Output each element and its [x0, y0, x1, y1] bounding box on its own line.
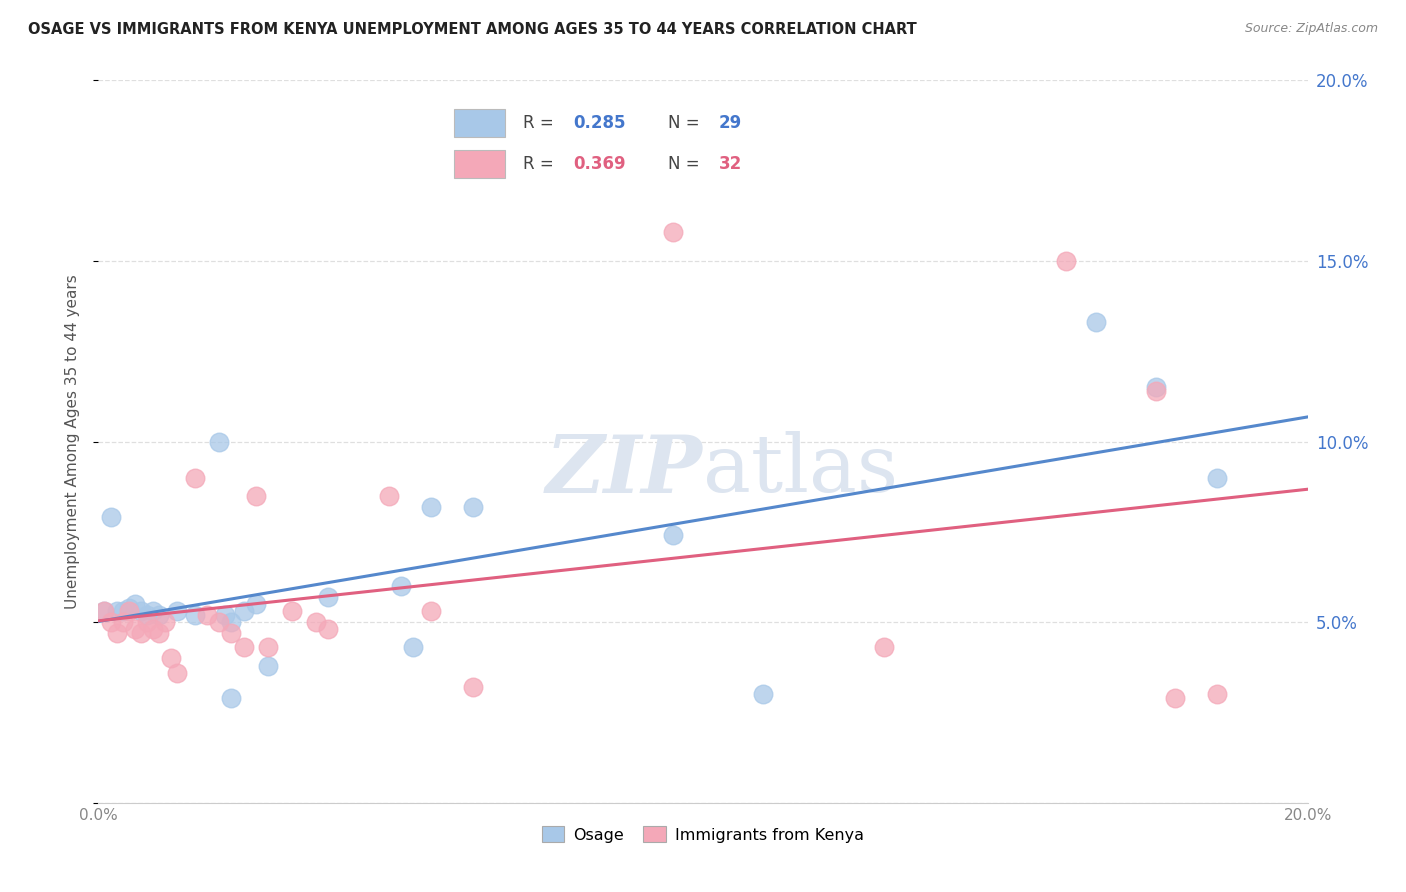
Point	[111, 615, 134, 630]
Point	[124, 597, 146, 611]
Point	[463, 680, 485, 694]
Point	[129, 604, 152, 618]
Point	[195, 607, 218, 622]
Point	[208, 615, 231, 630]
Point	[118, 604, 141, 618]
Text: Source: ZipAtlas.com: Source: ZipAtlas.com	[1244, 22, 1378, 36]
Text: OSAGE VS IMMIGRANTS FROM KENYA UNEMPLOYMENT AMONG AGES 35 TO 44 YEARS CORRELATIO: OSAGE VS IMMIGRANTS FROM KENYA UNEMPLOYM…	[28, 22, 917, 37]
Point	[245, 597, 267, 611]
Legend: Osage, Immigrants from Kenya: Osage, Immigrants from Kenya	[536, 820, 870, 849]
Point	[420, 500, 443, 514]
Point	[148, 607, 170, 622]
Point	[221, 615, 243, 630]
Point	[184, 471, 207, 485]
Point	[142, 604, 165, 618]
Point	[1054, 254, 1077, 268]
Point	[124, 623, 146, 637]
Point	[389, 579, 412, 593]
Point	[1144, 384, 1167, 398]
Point	[100, 615, 122, 630]
Point	[661, 528, 683, 542]
Point	[221, 691, 243, 706]
Point	[1206, 471, 1229, 485]
Point	[316, 623, 339, 637]
Point	[208, 434, 231, 449]
Point	[1085, 315, 1108, 329]
Point	[232, 604, 254, 618]
Point	[135, 615, 157, 630]
Point	[256, 640, 278, 655]
Point	[256, 658, 278, 673]
Point	[166, 604, 188, 618]
Point	[93, 604, 115, 618]
Point	[93, 604, 115, 618]
Y-axis label: Unemployment Among Ages 35 to 44 years: Unemployment Among Ages 35 to 44 years	[65, 274, 80, 609]
Point	[166, 665, 188, 680]
Point	[153, 615, 176, 630]
Point	[661, 225, 683, 239]
Point	[402, 640, 425, 655]
Point	[118, 600, 141, 615]
Text: ZIP: ZIP	[546, 432, 703, 509]
Point	[463, 500, 485, 514]
Text: atlas: atlas	[703, 432, 898, 509]
Point	[160, 651, 183, 665]
Point	[232, 640, 254, 655]
Point	[377, 489, 399, 503]
Point	[1144, 380, 1167, 394]
Point	[135, 607, 157, 622]
Point	[184, 607, 207, 622]
Point	[1206, 687, 1229, 701]
Point	[1163, 691, 1185, 706]
Point	[111, 604, 134, 618]
Point	[100, 510, 122, 524]
Point	[105, 604, 128, 618]
Point	[873, 640, 896, 655]
Point	[245, 489, 267, 503]
Point	[214, 607, 236, 622]
Point	[221, 626, 243, 640]
Point	[105, 626, 128, 640]
Point	[129, 626, 152, 640]
Point	[420, 604, 443, 618]
Point	[305, 615, 328, 630]
Point	[752, 687, 775, 701]
Point	[142, 623, 165, 637]
Point	[281, 604, 304, 618]
Point	[316, 590, 339, 604]
Point	[148, 626, 170, 640]
